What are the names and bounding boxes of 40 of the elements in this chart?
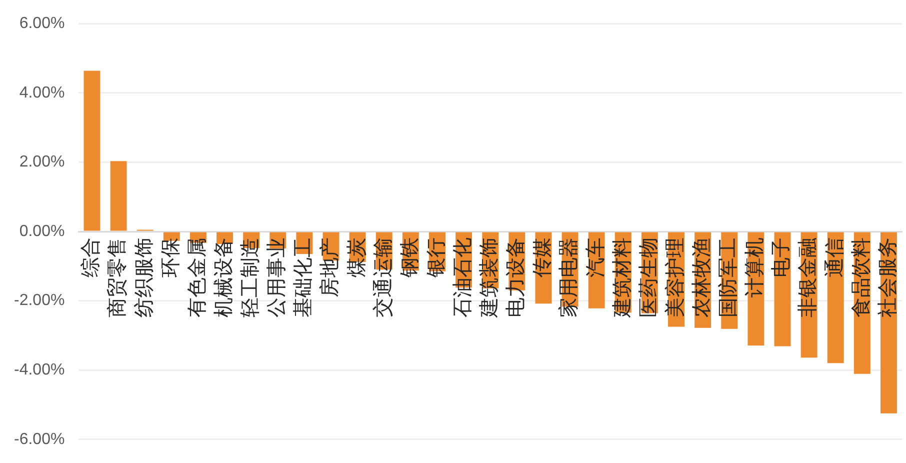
x-tick-label: 计算机 xyxy=(742,238,766,298)
x-tick-label: 环保 xyxy=(158,238,182,278)
x-tick-label: 房地产 xyxy=(317,238,342,298)
x-tick-label: 电力设备 xyxy=(503,238,528,318)
x-tick-label: 国防军工 xyxy=(716,238,740,318)
y-tick-label: -6.00% xyxy=(14,430,65,448)
x-tick-label: 钢铁 xyxy=(396,238,421,278)
y-tick-label: 4.00% xyxy=(19,84,65,102)
x-tick-label: 通信 xyxy=(822,238,846,278)
x-tick-label: 纺织服饰 xyxy=(131,238,156,318)
x-tick-label: 社会服务 xyxy=(874,238,899,318)
y-tick-label: 6.00% xyxy=(19,15,65,32)
x-tick-label: 家用电器 xyxy=(556,238,580,318)
x-tick-label: 石油石化 xyxy=(450,238,474,318)
x-tick-label: 公用事业 xyxy=(264,238,288,318)
x-tick-label: 美容护理 xyxy=(662,238,686,318)
bar xyxy=(110,161,127,231)
x-tick-label: 建筑材料 xyxy=(609,238,634,318)
y-tick-label: -2.00% xyxy=(14,292,65,310)
x-tick-label: 有色金属 xyxy=(184,238,208,318)
bar xyxy=(84,70,100,231)
x-tick-label: 综合 xyxy=(78,238,102,278)
x-tick-label: 食品饮料 xyxy=(848,238,872,318)
x-tick-label: 轻工制造 xyxy=(238,238,262,318)
y-tick-label: -4.00% xyxy=(14,362,65,379)
x-tick-label: 农林牧渔 xyxy=(689,238,714,318)
x-tick-label: 机械设备 xyxy=(210,238,235,318)
y-tick-label: 0.00% xyxy=(19,222,65,240)
y-tick-label: 2.00% xyxy=(19,154,65,171)
x-tick-label: 基础化工 xyxy=(290,238,315,318)
x-tick-label: 医药生物 xyxy=(636,238,660,318)
x-tick-label: 电子 xyxy=(768,238,793,278)
x-tick-label: 煤炭 xyxy=(344,238,368,278)
x-tick-label: 建筑装饰 xyxy=(476,238,501,318)
x-tick-label: 非银金融 xyxy=(795,238,820,318)
x-tick-label: 商贸零售 xyxy=(104,238,129,318)
x-tick-label: 交通运输 xyxy=(370,238,394,318)
x-tick-label: 传媒 xyxy=(530,238,554,278)
x-tick-label: 汽车 xyxy=(582,238,607,278)
x-tick-label: 银行 xyxy=(423,238,448,278)
